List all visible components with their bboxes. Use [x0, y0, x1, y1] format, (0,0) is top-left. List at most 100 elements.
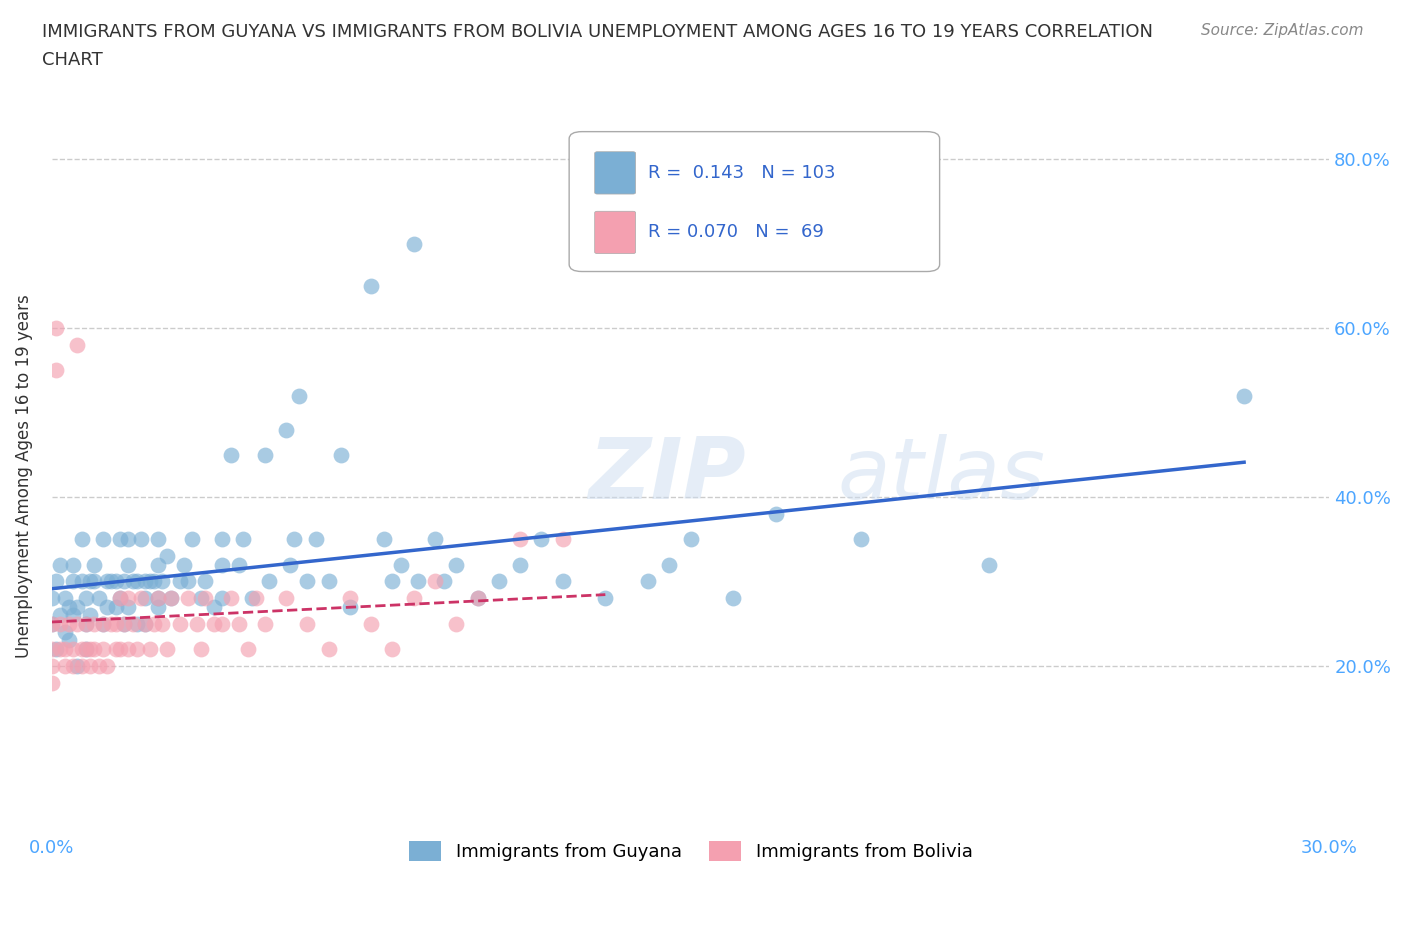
Text: ZIP: ZIP	[588, 434, 747, 517]
Point	[190, 591, 212, 605]
Point	[169, 617, 191, 631]
Point	[83, 642, 105, 657]
Point	[253, 617, 276, 631]
Point	[138, 574, 160, 589]
Point	[79, 607, 101, 622]
Point	[432, 574, 454, 589]
Point	[274, 422, 297, 437]
Point	[849, 532, 872, 547]
Point	[211, 591, 233, 605]
Point	[91, 617, 114, 631]
Point	[148, 591, 170, 605]
Point	[305, 532, 328, 547]
Point	[637, 574, 659, 589]
Point	[129, 591, 152, 605]
Point	[91, 617, 114, 631]
Point	[45, 363, 67, 378]
Point	[91, 642, 114, 657]
FancyBboxPatch shape	[595, 152, 636, 194]
Point	[41, 642, 63, 657]
Point	[96, 599, 118, 614]
Point	[117, 599, 139, 614]
Point	[53, 591, 76, 605]
Point	[62, 658, 84, 673]
Point	[75, 642, 97, 657]
Point	[177, 574, 200, 589]
Point	[509, 557, 531, 572]
Point	[156, 549, 179, 564]
Point	[62, 557, 84, 572]
Point	[595, 591, 617, 605]
Point	[79, 574, 101, 589]
Point	[66, 658, 89, 673]
Point	[70, 532, 93, 547]
Point	[134, 617, 156, 631]
Point	[1233, 389, 1256, 404]
Point	[160, 591, 183, 605]
Text: R =  0.143   N = 103: R = 0.143 N = 103	[648, 164, 835, 181]
Point	[658, 557, 681, 572]
Point	[211, 617, 233, 631]
Point	[186, 617, 208, 631]
Point	[406, 574, 429, 589]
Point	[257, 574, 280, 589]
Point	[977, 557, 1000, 572]
FancyBboxPatch shape	[569, 132, 939, 272]
Point	[62, 574, 84, 589]
Point	[121, 617, 143, 631]
Point	[373, 532, 395, 547]
Point	[117, 557, 139, 572]
Point	[53, 625, 76, 640]
Point	[297, 574, 319, 589]
Point	[62, 607, 84, 622]
Point	[148, 599, 170, 614]
Legend: Immigrants from Guyana, Immigrants from Bolivia: Immigrants from Guyana, Immigrants from …	[401, 834, 980, 869]
Point	[509, 532, 531, 547]
Point	[41, 591, 63, 605]
Point	[402, 236, 425, 251]
Point	[58, 617, 80, 631]
Point	[87, 658, 110, 673]
Point	[467, 591, 489, 605]
Point	[70, 658, 93, 673]
Point	[423, 574, 446, 589]
Point	[58, 599, 80, 614]
FancyBboxPatch shape	[595, 211, 636, 254]
Text: CHART: CHART	[42, 51, 103, 69]
Point	[283, 532, 305, 547]
Point	[551, 532, 574, 547]
Point	[129, 532, 152, 547]
Text: IMMIGRANTS FROM GUYANA VS IMMIGRANTS FROM BOLIVIA UNEMPLOYMENT AMONG AGES 16 TO : IMMIGRANTS FROM GUYANA VS IMMIGRANTS FRO…	[42, 23, 1153, 41]
Point	[318, 574, 340, 589]
Point	[83, 617, 105, 631]
Point	[530, 532, 553, 547]
Point	[278, 557, 301, 572]
Point	[125, 617, 148, 631]
Point	[41, 658, 63, 673]
Point	[240, 591, 263, 605]
Point	[117, 591, 139, 605]
Point	[83, 557, 105, 572]
Point	[142, 617, 165, 631]
Point	[467, 591, 489, 605]
Point	[75, 642, 97, 657]
Point	[202, 617, 225, 631]
Point	[381, 574, 404, 589]
Point	[297, 617, 319, 631]
Point	[765, 507, 787, 522]
Point	[160, 591, 183, 605]
Point	[62, 642, 84, 657]
Point	[108, 591, 131, 605]
Point	[173, 557, 195, 572]
Point	[181, 532, 204, 547]
Point	[96, 574, 118, 589]
Point	[360, 617, 382, 631]
Point	[75, 617, 97, 631]
Point	[66, 338, 89, 352]
Point	[236, 642, 259, 657]
Point	[104, 617, 127, 631]
Point	[108, 642, 131, 657]
Point	[125, 574, 148, 589]
Point	[108, 591, 131, 605]
Point	[488, 574, 510, 589]
